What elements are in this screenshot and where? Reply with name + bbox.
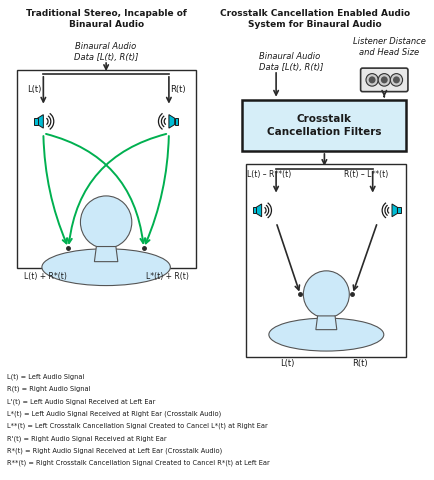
Text: R(t) – L**(t): R(t) – L**(t) — [343, 170, 387, 179]
FancyBboxPatch shape — [360, 68, 407, 92]
Ellipse shape — [268, 318, 383, 351]
Text: L'(t) = Left Audio Signal Received at Left Ear: L'(t) = Left Audio Signal Received at Le… — [7, 398, 155, 405]
Text: R(t) = Right Audio Signal: R(t) = Right Audio Signal — [7, 386, 90, 392]
Text: L(t): L(t) — [27, 85, 42, 94]
Text: Binaural Audio
Data [L(t), R(t)]: Binaural Audio Data [L(t), R(t)] — [74, 42, 138, 62]
Circle shape — [377, 73, 389, 86]
Circle shape — [365, 73, 377, 86]
Text: L*(t) + R(t): L*(t) + R(t) — [145, 272, 188, 281]
Text: R'(t) = Right Audio Signal Received at Right Ear: R'(t) = Right Audio Signal Received at R… — [7, 435, 166, 442]
Text: Listener Distance
and Head Size: Listener Distance and Head Size — [352, 37, 424, 58]
Polygon shape — [256, 204, 261, 217]
Text: Traditional Stereo, Incapable of
Binaural Audio: Traditional Stereo, Incapable of Binaura… — [26, 9, 186, 29]
Polygon shape — [168, 115, 174, 128]
Circle shape — [389, 73, 401, 86]
Text: L*(t) = Left Audio Signal Received at Right Ear (Crosstalk Audio): L*(t) = Left Audio Signal Received at Ri… — [7, 410, 220, 417]
Text: L(t): L(t) — [280, 359, 294, 368]
Circle shape — [80, 196, 132, 249]
Ellipse shape — [42, 249, 170, 286]
Text: L(t) + R*(t): L(t) + R*(t) — [24, 272, 67, 281]
Text: Crosstalk
Cancellation Filters: Crosstalk Cancellation Filters — [266, 114, 381, 136]
Text: R**(t) = Right Crosstalk Cancellation Signal Created to Cancel R*(t) at Left Ear: R**(t) = Right Crosstalk Cancellation Si… — [7, 460, 269, 467]
Text: Crosstalk Cancellation Enabled Audio
System for Binaural Audio: Crosstalk Cancellation Enabled Audio Sys… — [219, 9, 409, 29]
Polygon shape — [391, 204, 397, 217]
FancyBboxPatch shape — [242, 100, 405, 151]
Text: Binaural Audio
Data [L(t), R(t)]: Binaural Audio Data [L(t), R(t)] — [258, 52, 322, 72]
Circle shape — [380, 76, 387, 84]
Text: R(t): R(t) — [352, 359, 367, 368]
Polygon shape — [37, 115, 43, 128]
Circle shape — [368, 76, 375, 84]
Circle shape — [302, 271, 349, 318]
Circle shape — [392, 76, 399, 84]
Polygon shape — [315, 316, 336, 330]
Text: L(t) = Left Audio Signal: L(t) = Left Audio Signal — [7, 373, 84, 380]
Text: R(t): R(t) — [169, 85, 185, 94]
Text: R*(t) = Right Audio Signal Received at Left Ear (Crosstalk Audio): R*(t) = Right Audio Signal Received at L… — [7, 447, 221, 454]
Polygon shape — [94, 247, 118, 262]
Polygon shape — [174, 118, 178, 125]
Polygon shape — [252, 207, 256, 214]
Polygon shape — [397, 207, 400, 214]
Text: L(t) – R**(t): L(t) – R**(t) — [247, 170, 291, 179]
Text: L**(t) = Left Crosstalk Cancellation Signal Created to Cancel L*(t) at Right Ear: L**(t) = Left Crosstalk Cancellation Sig… — [7, 423, 267, 429]
Polygon shape — [34, 118, 37, 125]
